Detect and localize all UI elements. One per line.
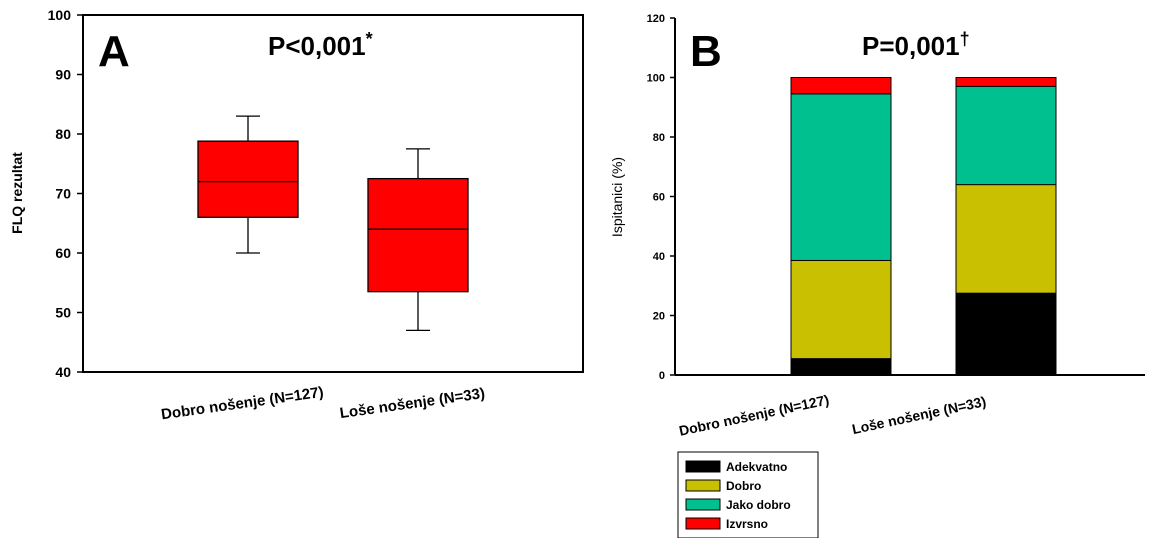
panel-b-y-tick-label: 40 bbox=[653, 251, 665, 263]
legend-label: Jako dobro bbox=[726, 498, 791, 512]
panel-b-y-tick-label: 20 bbox=[653, 311, 665, 323]
panel-a-pvalue-superscript: * bbox=[366, 29, 373, 49]
panel-a-label: A bbox=[98, 27, 130, 76]
panel-b-bars bbox=[790, 77, 1057, 376]
panel-a-pvalue: P<0,001* bbox=[268, 29, 373, 61]
panel-a-plot-frame bbox=[82, 14, 584, 373]
panel-a-y-tick-label: 90 bbox=[55, 67, 71, 83]
panel-a-y-tick-label: 60 bbox=[55, 245, 71, 261]
panel-b-y-tick-label: 0 bbox=[659, 370, 665, 382]
legend-swatch bbox=[685, 479, 721, 492]
legend: Adekvatno Dobro Jako dobro Izvrsno bbox=[677, 451, 819, 538]
legend-label: Dobro bbox=[726, 479, 761, 493]
legend-swatch bbox=[685, 517, 721, 530]
panel-b-y-ticks: 0 20 40 60 80 100 120 bbox=[647, 13, 675, 382]
legend-swatch bbox=[685, 460, 721, 473]
panel-b-x-labels: Dobro nošenje (N=127) Loše nošenje (N=33) bbox=[678, 391, 988, 438]
panel-a-x-label: Dobro nošenje (N=127) bbox=[160, 384, 325, 424]
legend-label: Izvrsno bbox=[726, 517, 768, 531]
panel-a-boxes bbox=[197, 115, 469, 332]
panel-a-y-tick-label: 70 bbox=[55, 186, 71, 202]
stacked-bar-segment bbox=[955, 292, 1057, 376]
stacked-bar-segment bbox=[955, 85, 1057, 186]
panel-b-y-tick-label: 120 bbox=[647, 13, 665, 25]
panel-b-y-axis-title: Ispitanici (%) bbox=[609, 157, 625, 237]
panel-a-y-tick-label: 100 bbox=[48, 7, 72, 23]
panel-a-y-tick-label: 50 bbox=[55, 305, 71, 321]
panel-b-label: B bbox=[690, 27, 722, 76]
panel-b-pvalue-superscript: † bbox=[960, 29, 970, 49]
stacked-bar-segment bbox=[790, 77, 892, 95]
panel-b-pvalue: P=0,001† bbox=[862, 29, 970, 61]
panel-b-y-tick-label: 100 bbox=[647, 73, 665, 85]
box-iqr bbox=[367, 177, 469, 293]
panel-a-x-labels: Dobro nošenje (N=127) Loše nošenje (N=33) bbox=[160, 384, 486, 424]
panel-a-y-axis-title: FLQ rezultat bbox=[9, 152, 25, 234]
panel-b-x-label: Loše nošenje (N=33) bbox=[851, 393, 988, 437]
panel-a-boxplot: A P<0,001* FLQ rezultat 405060708090100 … bbox=[9, 7, 584, 424]
stacked-bar-segment bbox=[955, 77, 1057, 87]
box-iqr bbox=[197, 140, 299, 218]
panel-a-pvalue-text: P<0,001 bbox=[268, 31, 366, 61]
panel-b-stacked-bar: B P=0,001† Ispitanici (%) 0 20 40 60 80 100 12… bbox=[609, 13, 1145, 538]
panel-b-y-tick-label: 80 bbox=[653, 132, 665, 144]
stacked-bar-segment bbox=[790, 259, 892, 360]
legend-swatch bbox=[685, 498, 721, 511]
stacked-bar-segment bbox=[790, 358, 892, 376]
stacked-bar-segment bbox=[790, 93, 892, 261]
panel-a-y-ticks: 40 50 60 70 80 90 100 bbox=[48, 7, 83, 380]
panel-a-y-tick-label: 80 bbox=[55, 126, 71, 142]
panel-a-x-label: Loše nošenje (N=33) bbox=[339, 385, 486, 422]
panel-b-y-tick-label: 60 bbox=[653, 192, 665, 204]
panel-a-y-tick-label: 40 bbox=[55, 364, 71, 380]
panel-b-x-label: Dobro nošenje (N=127) bbox=[678, 391, 831, 438]
legend-label: Adekvatno bbox=[726, 460, 787, 474]
panel-b-pvalue-text: P=0,001 bbox=[862, 31, 960, 61]
stacked-bar-segment bbox=[955, 184, 1057, 294]
